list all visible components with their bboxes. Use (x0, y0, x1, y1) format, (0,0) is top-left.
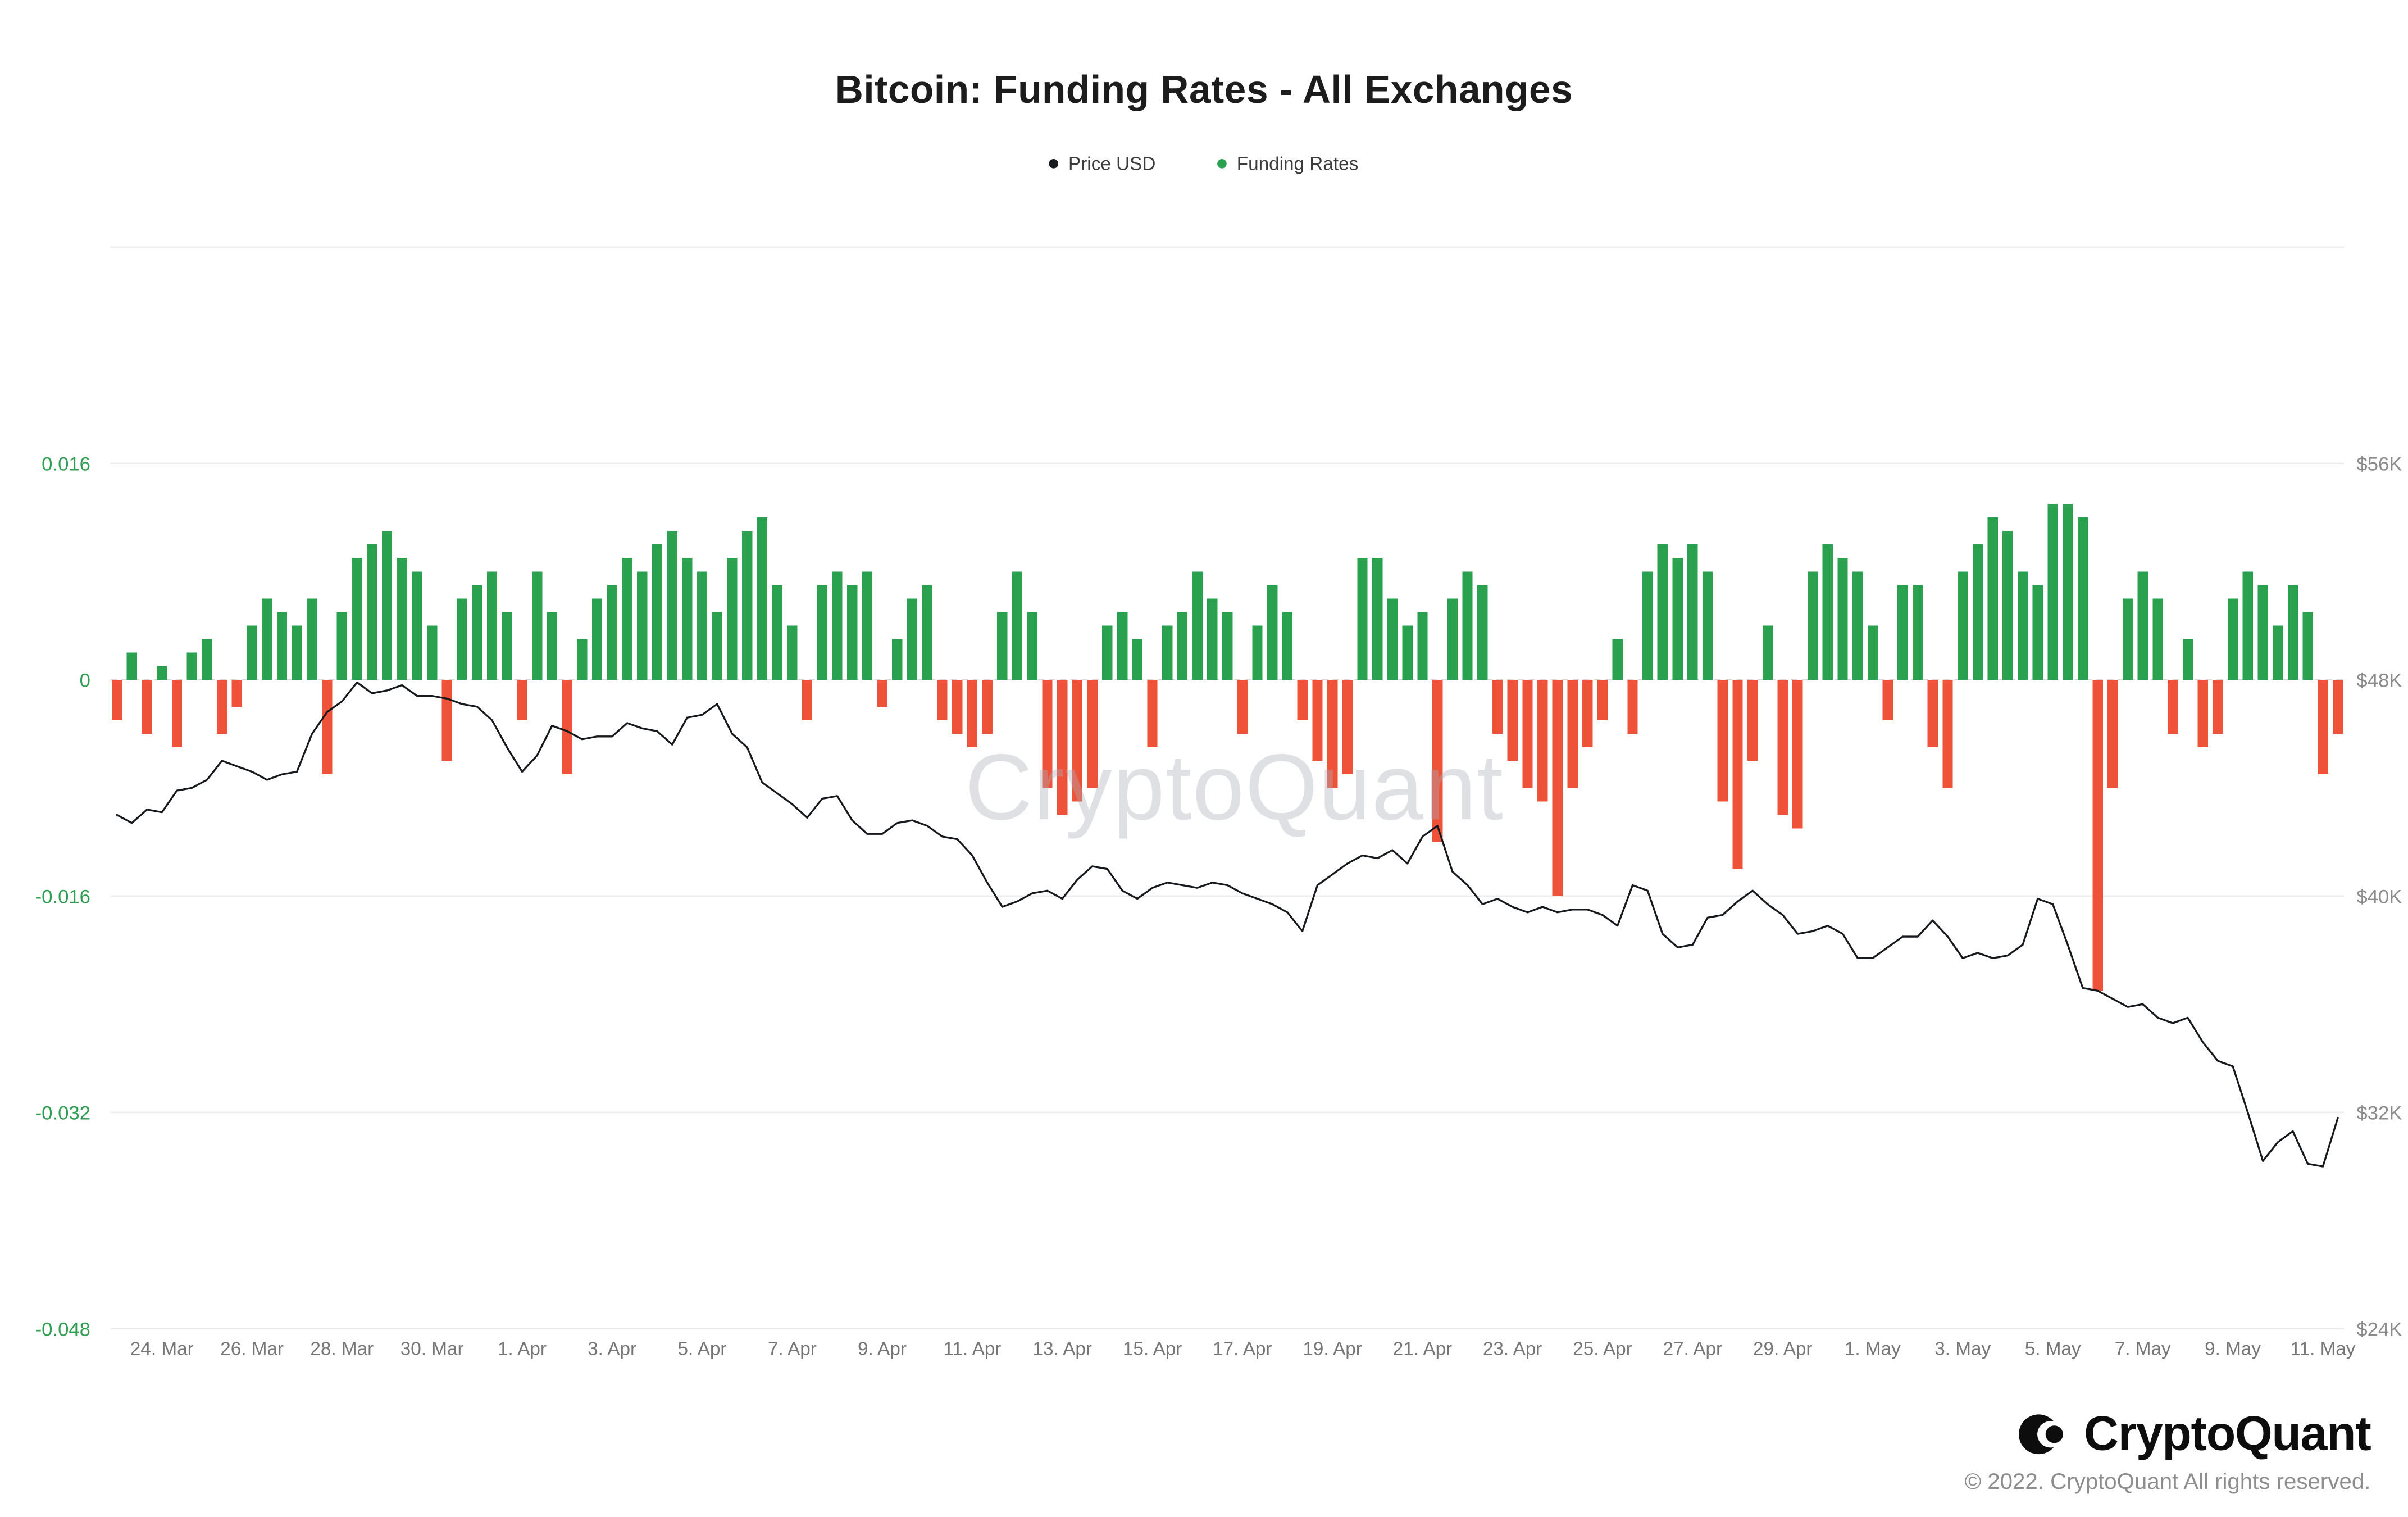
x-axis-tick: 7. Apr (768, 1338, 817, 1359)
x-axis-tick: 3. May (1934, 1338, 1991, 1359)
x-axis-tick: 11. May (2291, 1338, 2356, 1359)
x-axis-tick: 30. Mar (400, 1338, 464, 1359)
gridlines (111, 246, 2345, 1330)
x-axis-tick: 1. May (1845, 1338, 1901, 1359)
x-axis-tick: 5. Apr (678, 1338, 727, 1359)
right-axis-tick: $56K (2356, 453, 2402, 475)
x-axis-tick: 21. Apr (1393, 1338, 1452, 1359)
cryptoquant-logo-icon (2019, 1414, 2064, 1455)
x-axis-tick: 28. Mar (310, 1338, 374, 1359)
legend-item-funding-rates[interactable]: Funding Rates (1218, 153, 1358, 175)
x-axis-tick: 29. Apr (1753, 1338, 1812, 1359)
funding-rates-bars (111, 503, 2343, 991)
brand-name: CryptoQuant (2084, 1406, 2371, 1461)
x-axis-tick: 19. Apr (1303, 1338, 1362, 1359)
x-axis-tick: 9. May (2205, 1338, 2261, 1359)
left-axis-tick: 0 (80, 670, 90, 691)
chart-title: Bitcoin: Funding Rates - All Exchanges (835, 69, 1573, 112)
left-axis-tick: -0.016 (35, 886, 90, 907)
right-axis-tick: $40K (2356, 886, 2402, 907)
x-axis-tick: 17. Apr (1213, 1338, 1272, 1359)
x-axis-tick: 7. May (2115, 1338, 2171, 1359)
price-usd-line (116, 681, 2339, 1168)
x-axis-tick: 9. Apr (858, 1338, 907, 1359)
x-axis-tick: 11. Apr (943, 1338, 1001, 1359)
x-axis-tick: 5. May (2025, 1338, 2081, 1359)
chart-legend: Price USD Funding Rates (0, 153, 2408, 175)
x-axis-tick: 23. Apr (1483, 1338, 1542, 1359)
x-axis-tick: 25. Apr (1573, 1338, 1632, 1359)
x-axis-labels: 24. Mar 26. Mar 28. Mar 30. Mar 1. Apr 3. Apr… (130, 1338, 2356, 1359)
x-axis-tick: 13. Apr (1033, 1338, 1092, 1359)
x-axis-tick: 27. Apr (1663, 1338, 1722, 1359)
x-axis-tick: 1. Apr (498, 1338, 547, 1359)
legend-label-price-usd: Price USD (1068, 152, 1156, 175)
left-axis-tick: 0.016 (42, 453, 90, 475)
left-axis-tick: -0.032 (35, 1102, 90, 1124)
funding-rates-dot-icon (1218, 159, 1228, 169)
footer-branding: CryptoQuant © 2022. CryptoQuant All righ… (1964, 1406, 2371, 1495)
right-axis-tick: $24K (2356, 1319, 2402, 1340)
x-axis-tick: 24. Mar (130, 1338, 194, 1359)
price-usd-dot-icon (1049, 159, 1059, 169)
x-axis-tick: 26. Mar (220, 1338, 284, 1359)
legend-label-funding-rates: Funding Rates (1236, 152, 1359, 175)
brand-row: CryptoQuant (1964, 1406, 2371, 1463)
x-axis-tick: 3. Apr (588, 1338, 636, 1359)
copyright-text: © 2022. CryptoQuant All rights reserved. (1964, 1470, 2371, 1495)
right-axis-tick: $32K (2356, 1102, 2402, 1124)
right-axis-labels: $56K $48K $40K $32K $24K (2356, 453, 2402, 1340)
right-axis-tick: $48K (2356, 670, 2402, 691)
x-axis-tick: 15. Apr (1123, 1338, 1182, 1359)
left-axis-labels: 0.016 0 -0.016 -0.032 -0.048 (35, 453, 90, 1340)
left-axis-tick: -0.048 (35, 1319, 90, 1340)
legend-item-price-usd[interactable]: Price USD (1049, 152, 1156, 175)
